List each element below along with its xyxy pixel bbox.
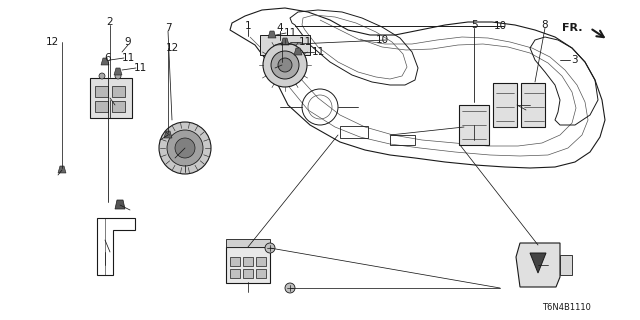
Bar [256, 269, 266, 278]
Polygon shape [530, 253, 546, 273]
Text: 11: 11 [133, 63, 147, 73]
Bar [226, 239, 270, 247]
Text: 11: 11 [298, 37, 312, 47]
Circle shape [159, 122, 211, 174]
Text: 3: 3 [571, 55, 577, 65]
Text: 11: 11 [284, 28, 296, 38]
Text: 12: 12 [165, 43, 179, 53]
Bar [90, 78, 132, 118]
Circle shape [99, 73, 105, 79]
Circle shape [167, 130, 203, 166]
Bar [243, 269, 253, 278]
Text: 1: 1 [244, 21, 252, 31]
Bar [260, 35, 310, 55]
Text: 9: 9 [125, 37, 131, 47]
Polygon shape [114, 68, 122, 75]
Bar [459, 105, 489, 145]
Text: 11: 11 [122, 53, 134, 63]
Text: 10: 10 [493, 21, 507, 31]
Text: 12: 12 [45, 37, 59, 47]
Circle shape [278, 58, 292, 72]
Text: 8: 8 [541, 20, 548, 30]
Bar [230, 269, 240, 278]
Polygon shape [294, 48, 302, 55]
Bar [340, 126, 368, 138]
Bar [560, 255, 572, 275]
Polygon shape [281, 38, 289, 45]
Bar [256, 257, 266, 266]
Polygon shape [58, 166, 66, 173]
Polygon shape [115, 200, 125, 209]
Bar [243, 257, 253, 266]
Bar [226, 247, 270, 283]
Polygon shape [101, 58, 109, 65]
Circle shape [271, 51, 299, 79]
Circle shape [285, 283, 295, 293]
Bar [390, 135, 415, 145]
Text: 4: 4 [276, 23, 284, 33]
Bar [493, 83, 517, 127]
Bar [230, 257, 240, 266]
Bar [112, 86, 125, 97]
Circle shape [263, 43, 307, 87]
Polygon shape [516, 243, 560, 287]
Bar [521, 83, 545, 127]
Text: FR.: FR. [562, 23, 582, 33]
Text: 10: 10 [376, 35, 388, 45]
Text: 11: 11 [312, 47, 324, 57]
Text: 7: 7 [164, 23, 172, 33]
Bar [95, 101, 108, 112]
Text: 5: 5 [470, 20, 477, 30]
Circle shape [115, 73, 121, 79]
Text: 6: 6 [105, 53, 111, 63]
Text: T6N4B1110: T6N4B1110 [541, 303, 591, 313]
Bar [95, 86, 108, 97]
Polygon shape [268, 31, 276, 38]
Circle shape [175, 138, 195, 158]
Bar [112, 101, 125, 112]
Circle shape [265, 243, 275, 253]
Polygon shape [164, 131, 172, 138]
Text: 2: 2 [107, 17, 113, 27]
